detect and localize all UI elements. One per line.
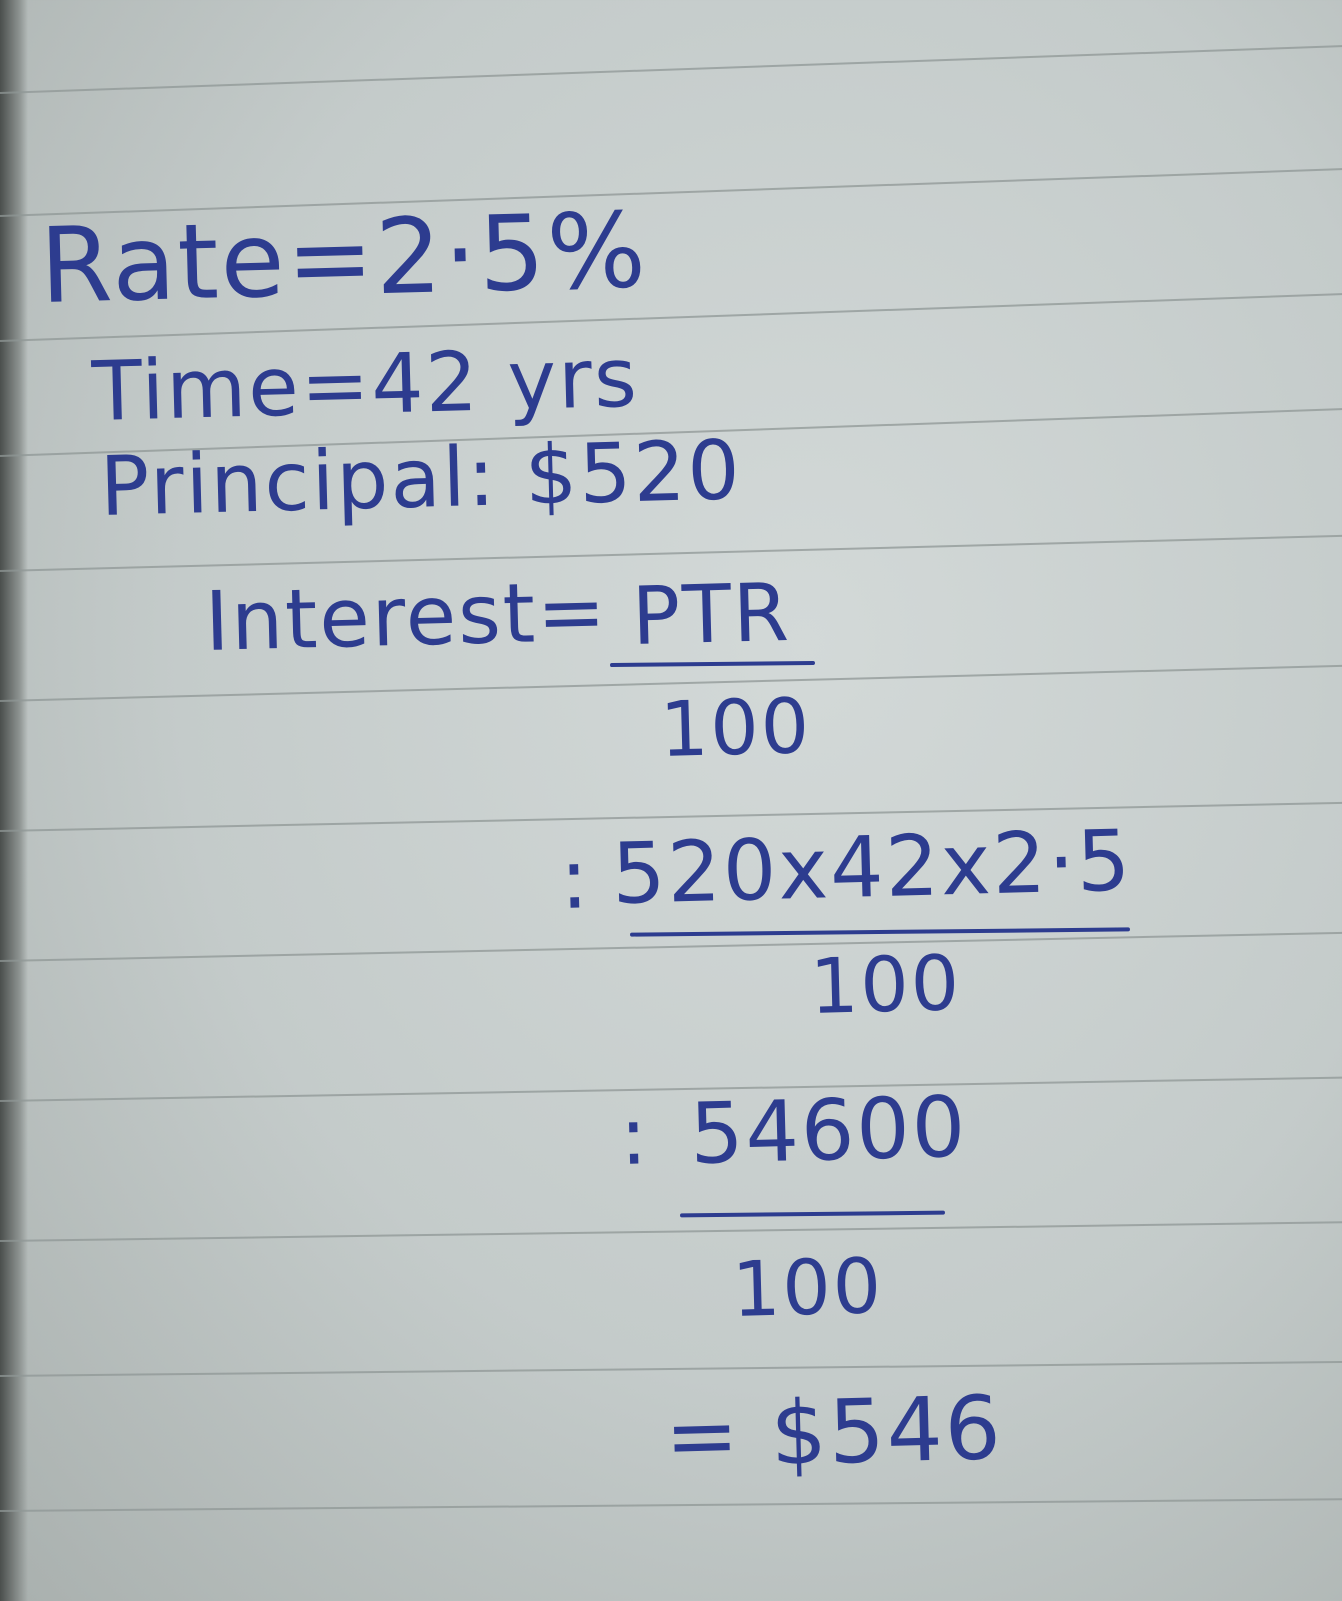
time-line: Time=42 yrs — [90, 330, 640, 440]
step1-numerator: 520x42x2·5 — [610, 811, 1134, 923]
fraction-bar — [629, 927, 1131, 937]
rule-line — [0, 1220, 1342, 1242]
interest-label: Interest= — [203, 564, 609, 670]
step1-prefix: : — [558, 829, 592, 928]
rule-line — [0, 1497, 1342, 1512]
step2-numerator: 54600 — [688, 1077, 969, 1183]
principal-line: Principal: $520 — [98, 423, 743, 535]
fraction-bar — [609, 660, 816, 668]
result: = $546 — [663, 1376, 1004, 1488]
rule-line — [0, 533, 1342, 572]
notebook-edge — [0, 0, 28, 1601]
rate-line: Rate=2·5% — [38, 189, 650, 327]
step2-prefix: : — [618, 1089, 651, 1183]
rule-line — [0, 1075, 1342, 1102]
fraction-bar — [679, 1210, 946, 1218]
formula-denominator: 100 — [658, 681, 813, 774]
formula-numerator: PTR — [630, 565, 792, 663]
step1-denominator: 100 — [808, 938, 963, 1031]
step2-denominator: 100 — [730, 1241, 885, 1334]
rule-line — [0, 1360, 1342, 1377]
rule-line — [0, 43, 1342, 94]
